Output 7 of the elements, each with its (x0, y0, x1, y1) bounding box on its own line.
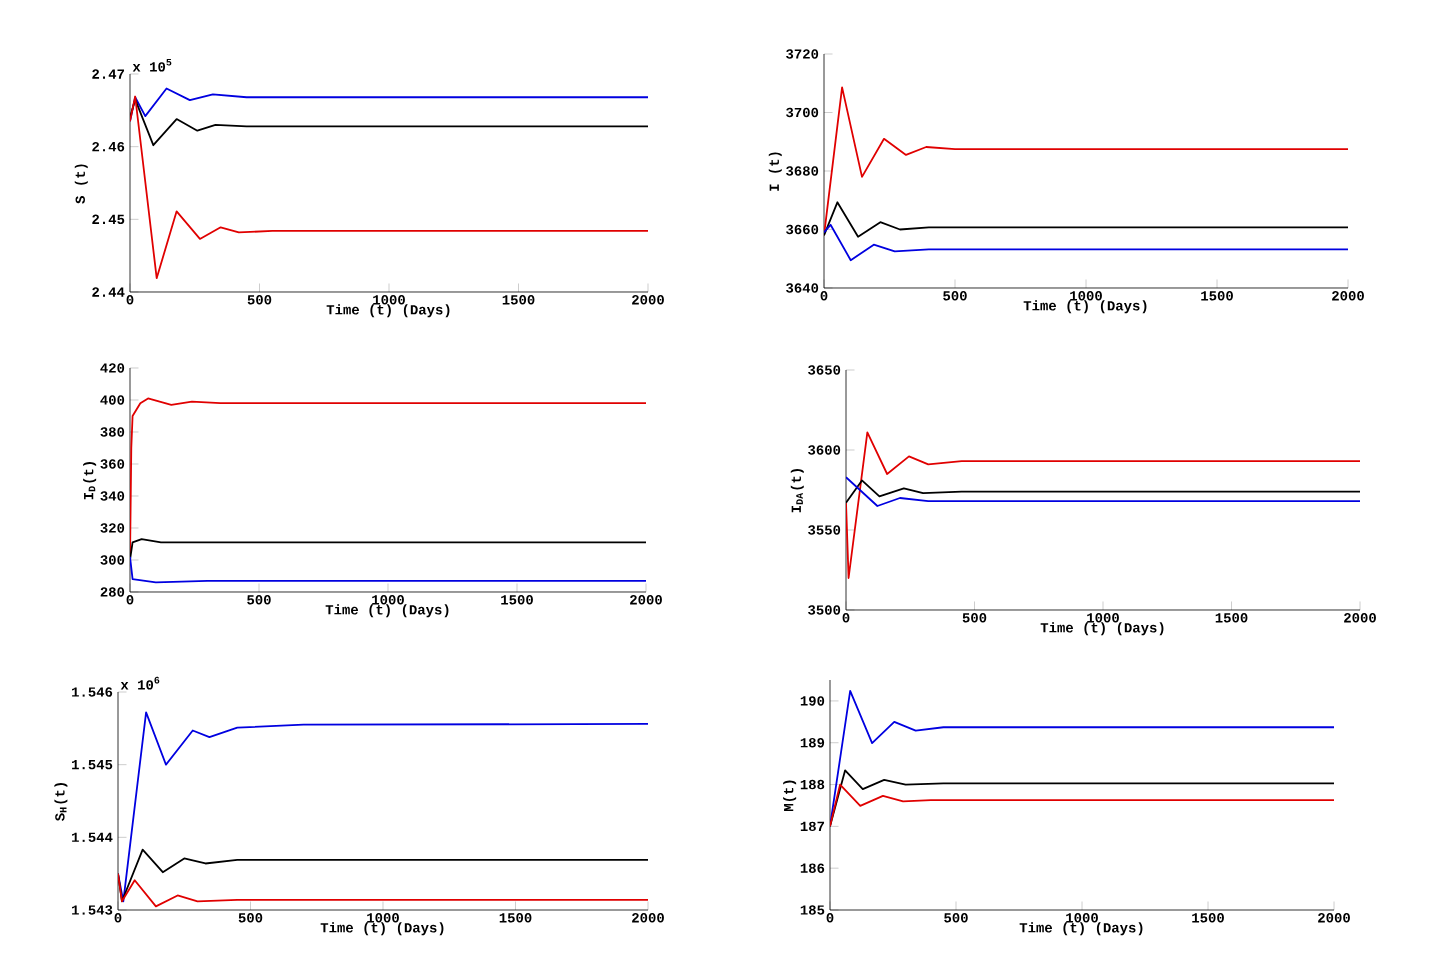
line-series (846, 431, 1361, 579)
line-series (130, 555, 647, 584)
line-series (130, 95, 649, 280)
line-series (118, 711, 648, 903)
line-series (824, 223, 1349, 262)
line-series (130, 87, 649, 123)
line-series (830, 783, 1335, 828)
